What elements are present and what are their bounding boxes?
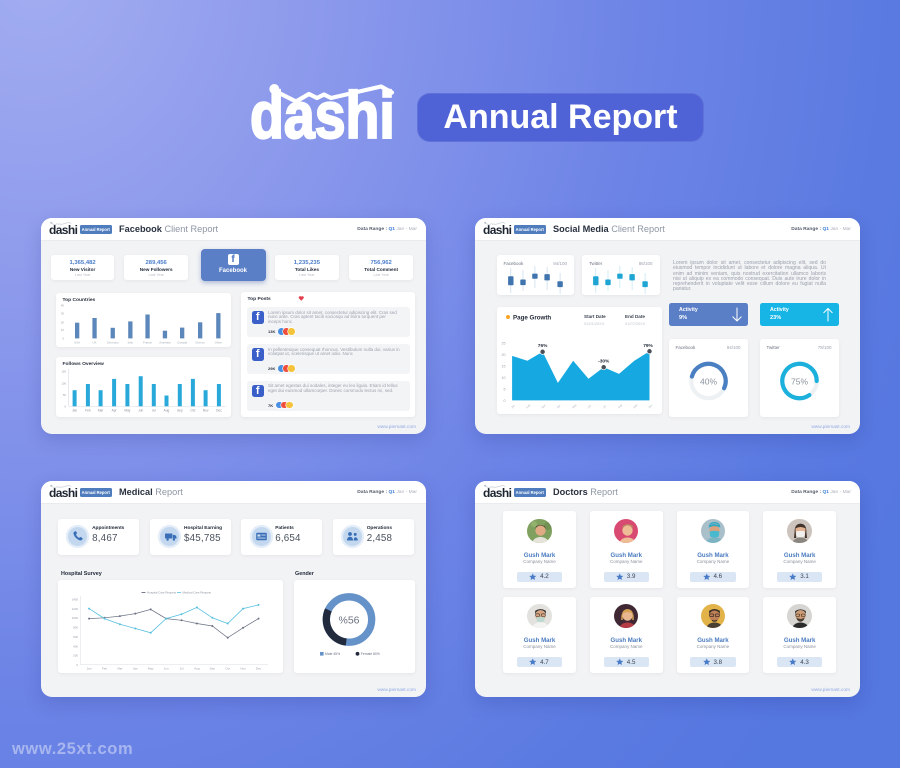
svg-text:01/01/20XX: 01/01/20XX (584, 321, 605, 326)
svg-text:40%: 40% (699, 376, 716, 386)
svg-text:Nov: Nov (240, 666, 246, 670)
svg-text:800: 800 (73, 626, 78, 630)
svg-text:Hospital Care Request: Hospital Care Request (147, 591, 176, 595)
svg-text:Sep: Sep (176, 409, 182, 413)
svg-text:400: 400 (73, 644, 78, 648)
svg-text:USA: USA (74, 341, 80, 345)
svg-text:Oct: Oct (647, 403, 653, 409)
svg-text:75%: 75% (790, 376, 807, 386)
svg-text:Sep: Sep (632, 403, 638, 409)
svg-text:10: 10 (60, 328, 64, 332)
svg-text:Medical Care Request: Medical Care Request (183, 591, 212, 595)
svg-text:Male 45%: Male 45% (325, 652, 340, 656)
svg-text:50: 50 (62, 393, 66, 397)
svg-text:Sep: Sep (210, 666, 216, 670)
svg-text:200: 200 (73, 654, 78, 658)
svg-text:Jul: Jul (601, 404, 606, 409)
svg-text:Jan: Jan (72, 409, 77, 413)
svg-text:79%: 79% (643, 343, 653, 349)
svg-text:Jan: Jan (87, 666, 92, 670)
svg-text:May: May (571, 402, 578, 409)
svg-text:-30%: -30% (598, 358, 610, 364)
svg-text:Jul: Jul (180, 666, 184, 670)
svg-text:Apr: Apr (111, 409, 117, 413)
svg-text:Aug: Aug (616, 403, 622, 409)
svg-text:Oct: Oct (190, 409, 195, 413)
svg-text:Jun: Jun (138, 409, 143, 413)
svg-text:Oct: Oct (225, 666, 230, 670)
svg-text:Page Growth: Page Growth (513, 314, 551, 321)
svg-text:End Date: End Date (625, 314, 645, 319)
svg-text:Feb: Feb (102, 666, 108, 670)
svg-text:Mar: Mar (540, 403, 546, 409)
svg-text:100: 100 (61, 381, 66, 385)
svg-text:Canada: Canada (177, 341, 188, 345)
svg-text:Apr: Apr (133, 666, 138, 670)
svg-text:1400: 1400 (72, 598, 79, 602)
svg-text:Mar: Mar (97, 409, 103, 413)
svg-text:Germany: Germany (106, 341, 118, 345)
svg-text:Apr: Apr (555, 403, 561, 409)
svg-text:25: 25 (501, 341, 505, 345)
svg-text:Aug: Aug (194, 666, 200, 670)
svg-text:Jun: Jun (164, 666, 169, 670)
svg-text:0: 0 (503, 399, 505, 403)
svg-text:600: 600 (73, 635, 78, 639)
svg-text:0: 0 (76, 663, 78, 667)
svg-text:Jul: Jul (151, 409, 155, 413)
svg-text:20: 20 (60, 320, 64, 324)
svg-text:UK: UK (92, 341, 96, 345)
svg-text:Dec: Dec (256, 666, 262, 670)
svg-text:Italy: Italy (127, 341, 133, 345)
svg-text:10: 10 (501, 376, 505, 380)
svg-text:76%: 76% (537, 343, 547, 349)
svg-text:Greece: Greece (195, 341, 205, 345)
svg-text:Female 80%: Female 80% (361, 652, 380, 656)
svg-text:Nov: Nov (202, 409, 208, 413)
svg-text:Jan: Jan (509, 403, 515, 409)
svg-text:Dec: Dec (216, 409, 222, 413)
svg-text:40: 40 (60, 304, 64, 308)
svg-text:France: France (143, 341, 152, 345)
svg-text:0: 0 (64, 405, 66, 409)
svg-text:01/07/20XX: 01/07/20XX (625, 321, 646, 326)
svg-text:150: 150 (61, 370, 66, 374)
svg-text:%56: %56 (338, 615, 359, 627)
svg-text:Feb: Feb (85, 409, 91, 413)
svg-text:15: 15 (501, 364, 505, 368)
svg-text:0: 0 (62, 336, 64, 340)
svg-text:May: May (124, 409, 130, 413)
svg-text:30: 30 (60, 312, 64, 316)
svg-text:20: 20 (501, 353, 505, 357)
svg-text:Mar: Mar (117, 666, 122, 670)
svg-text:Aug: Aug (163, 409, 169, 413)
svg-text:Start Date: Start Date (584, 314, 606, 319)
svg-text:Other: Other (214, 341, 221, 345)
svg-text:1000: 1000 (72, 616, 79, 620)
svg-text:5: 5 (503, 387, 505, 391)
svg-text:Jun: Jun (586, 403, 592, 409)
svg-text:Feb: Feb (525, 403, 531, 409)
svg-text:Australia: Australia (159, 341, 171, 345)
svg-text:May: May (148, 666, 154, 670)
svg-text:1200: 1200 (72, 607, 79, 611)
